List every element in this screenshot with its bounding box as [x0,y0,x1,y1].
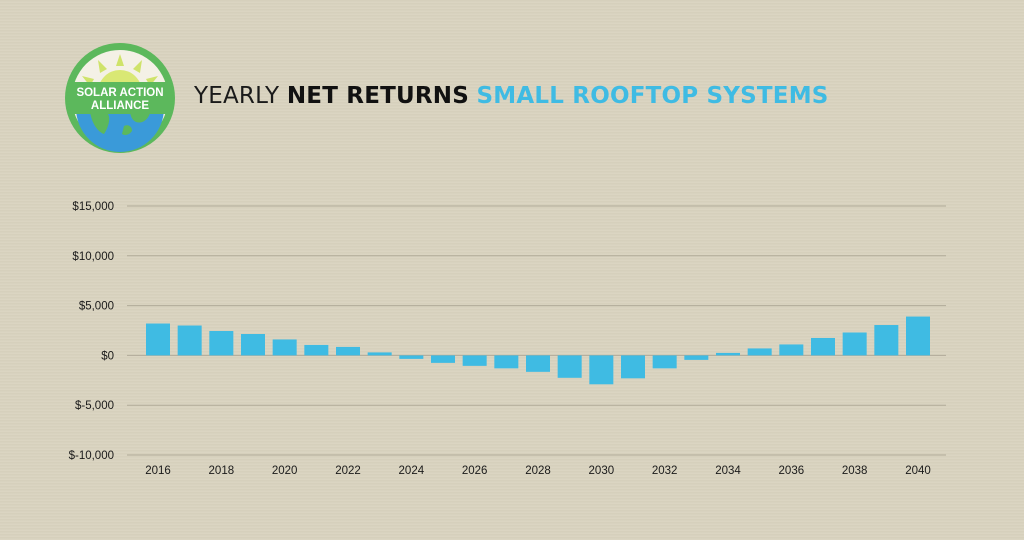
x-tick-label: 2022 [335,465,361,477]
bar-2020 [272,339,297,356]
bar-2040 [906,316,930,356]
header: SOLAR ACTION ALLIANCE YEARLY NET RETURNS… [64,42,964,154]
bar-2031 [621,355,645,379]
logo-text-line2: ALLIANCE [91,100,149,112]
y-tick-label: $-5,000 [75,400,114,412]
bar-2033 [684,355,709,360]
x-tick-label: 2026 [462,465,488,477]
x-tick-label: 2030 [589,465,615,477]
y-tick-label: $-10,000 [69,450,114,462]
solar-action-alliance-logo: SOLAR ACTION ALLIANCE [65,43,175,153]
title-part-2: NET RETURNS [286,83,469,109]
y-tick-label: $5,000 [79,301,114,313]
bar-2017 [177,325,202,356]
bar-2021 [304,344,329,356]
bar-2034 [716,352,740,356]
bar-2030 [589,355,614,385]
bar-2026 [462,355,487,366]
x-tick-label: 2018 [209,465,235,477]
x-tick-label: 2032 [652,465,678,477]
bar-2027 [494,355,519,369]
bar-2025 [431,355,455,363]
x-tick-label: 2036 [779,465,805,477]
title-part-1: YEARLY [194,83,280,109]
logo-text-line1: SOLAR ACTION [76,87,163,99]
y-tick-label: $0 [101,350,114,362]
bar-2036 [779,344,804,356]
x-tick-label: 2028 [525,465,551,477]
bar-2035 [747,348,772,356]
y-tick-label: $15,000 [72,201,114,213]
bar-2024 [399,355,424,359]
bar-2039 [874,325,899,356]
x-tick-label: 2020 [272,465,298,477]
bar-2019 [241,333,265,356]
bar-2016 [146,323,170,356]
bar-2023 [367,352,392,356]
bar-2037 [811,337,835,356]
bar-2028 [526,355,550,372]
x-tick-label: 2040 [905,465,931,477]
page-title: YEARLY NET RETURNS SMALL ROOFTOP SYSTEMS [194,83,829,109]
x-tick-label: 2016 [145,465,171,477]
y-tick-label: $10,000 [72,251,114,263]
bar-2032 [652,355,677,369]
bar-2022 [336,346,360,356]
bar-2018 [209,330,234,356]
x-tick-label: 2038 [842,465,868,477]
bar-2038 [842,332,867,356]
x-tick-label: 2024 [399,465,425,477]
title-part-3: SMALL ROOFTOP SYSTEMS [476,83,829,109]
x-tick-label: 2034 [715,465,741,477]
bar-2029 [557,355,582,378]
